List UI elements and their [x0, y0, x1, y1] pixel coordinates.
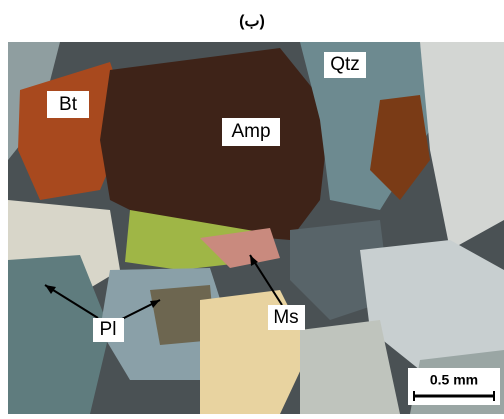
figure-title: (ب) — [239, 13, 265, 30]
label-text: Bt — [59, 94, 78, 115]
micrograph — [8, 42, 504, 414]
label-text: Pl — [100, 319, 117, 340]
label-text: Qtz — [330, 54, 360, 75]
label-qtz: Qtz — [324, 52, 366, 78]
label-pl: Pl — [44, 284, 161, 342]
label-amp: Amp — [222, 118, 280, 146]
scale-bar-label: 0.5 mm — [430, 372, 478, 388]
label-text: Ms — [273, 307, 298, 328]
label-bt: Bt — [47, 91, 89, 118]
label-text: Amp — [231, 121, 270, 142]
scale-bar: 0.5 mm — [408, 368, 500, 405]
label-ms: Ms — [249, 254, 305, 330]
